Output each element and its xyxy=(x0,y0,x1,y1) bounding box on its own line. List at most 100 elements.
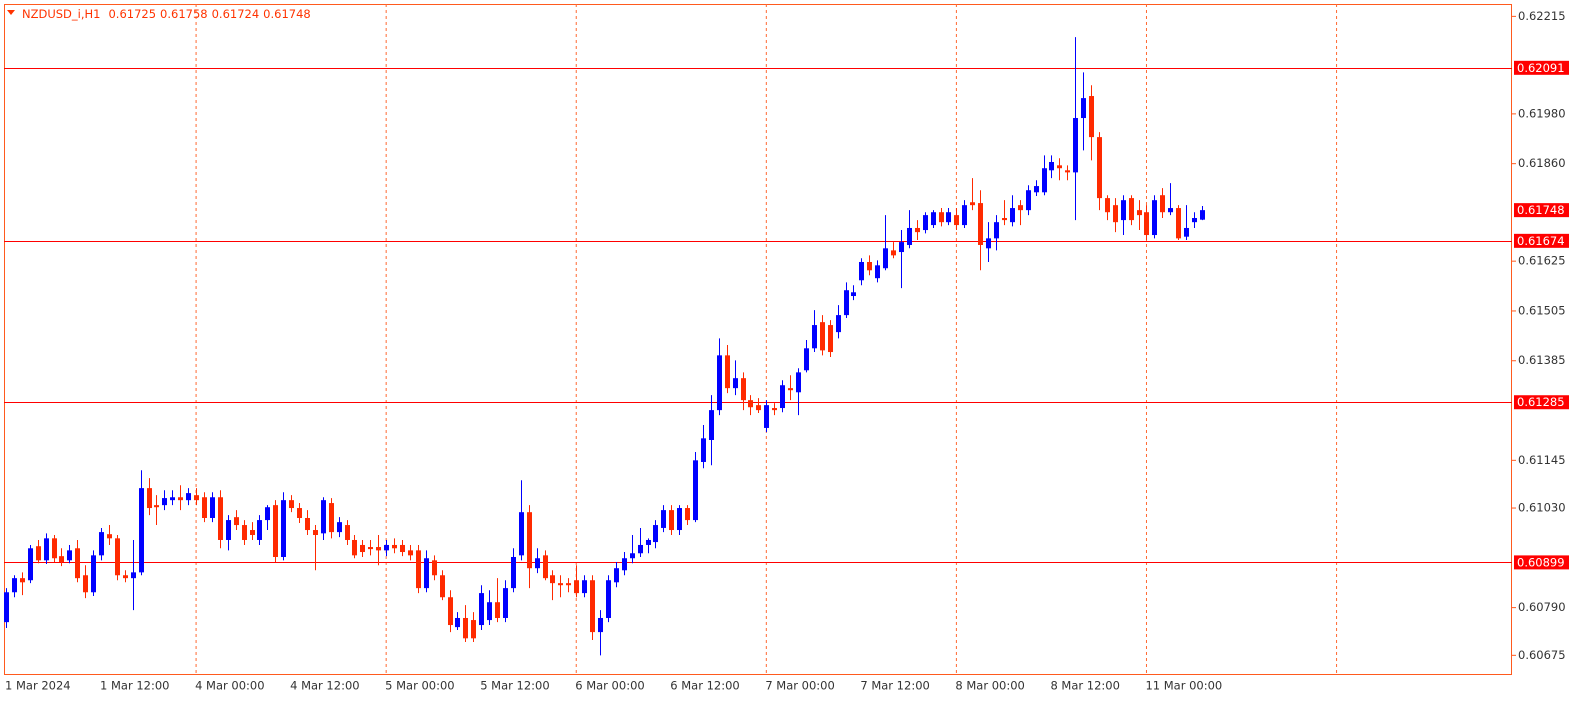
candle-body xyxy=(1089,96,1094,138)
candle-body xyxy=(52,538,57,559)
candle-body xyxy=(733,378,738,389)
candle-body xyxy=(424,558,429,589)
candle-body xyxy=(455,617,460,628)
level-label: 0.61674 xyxy=(1517,234,1565,248)
candle-body xyxy=(384,544,389,551)
candle-body xyxy=(265,507,270,521)
candle-body xyxy=(614,568,619,583)
candle-body xyxy=(242,525,247,540)
x-tick-label: 4 Mar 00:00 xyxy=(195,679,264,693)
chart-title: NZDUSD_i,H1 xyxy=(22,7,100,21)
y-tick-label: 0.60675 xyxy=(1518,648,1566,662)
x-tick-label: 7 Mar 12:00 xyxy=(860,679,929,693)
candle-body xyxy=(986,238,991,249)
header-low: 0.61724 xyxy=(212,7,260,21)
candle-body xyxy=(440,575,445,598)
candle-body xyxy=(1018,205,1023,211)
candle-body xyxy=(408,550,413,556)
candle-body xyxy=(297,508,302,518)
x-tick-label: 1 Mar 2024 xyxy=(5,679,71,693)
candle-body xyxy=(368,547,373,550)
candle-body xyxy=(804,348,809,371)
candle-body xyxy=(907,227,912,245)
candle-body xyxy=(590,580,595,633)
candle-body xyxy=(471,620,476,639)
candle-body xyxy=(851,292,856,297)
candle-body xyxy=(234,517,239,526)
candle-body xyxy=(1081,98,1086,119)
candle-body xyxy=(1168,208,1173,213)
candle-body xyxy=(329,503,334,533)
candle-body xyxy=(273,505,278,557)
candle-body xyxy=(923,215,928,231)
candle-body xyxy=(83,575,88,593)
level-label: 0.61285 xyxy=(1517,395,1565,409)
candle-body xyxy=(1010,208,1015,223)
level-label-box xyxy=(1514,555,1569,570)
candle-body xyxy=(67,550,72,561)
candle-body xyxy=(44,538,49,561)
candle-body xyxy=(289,500,294,509)
candle-body xyxy=(685,508,690,521)
candle-body xyxy=(1160,195,1165,213)
plot-frame xyxy=(4,4,1512,675)
candle-body xyxy=(448,597,453,626)
candle-body xyxy=(20,578,25,583)
candle-body xyxy=(186,493,191,501)
candle-body xyxy=(162,498,167,506)
y-tick-label: 0.61145 xyxy=(1518,453,1566,467)
candle-body xyxy=(970,202,975,206)
candle-body xyxy=(519,512,524,556)
candle-body xyxy=(226,520,231,540)
candle-body xyxy=(1042,168,1047,193)
candle-body xyxy=(828,325,833,353)
level-label-box xyxy=(1514,233,1569,248)
candle-body xyxy=(1129,198,1134,221)
candle-body xyxy=(99,532,104,556)
candle-body xyxy=(582,580,587,594)
candle-body xyxy=(1121,200,1126,221)
header-close: 0.61748 xyxy=(263,7,311,21)
candle-body xyxy=(954,215,959,226)
candle-body xyxy=(748,400,753,408)
candle-body xyxy=(820,322,825,351)
candle-body xyxy=(978,203,983,245)
x-tick-label: 7 Mar 00:00 xyxy=(765,679,834,693)
candle-body xyxy=(154,505,159,508)
candle-body xyxy=(4,592,9,623)
candle-body xyxy=(899,242,904,253)
candle-body xyxy=(12,578,17,593)
candle-body xyxy=(91,555,96,593)
candle-body xyxy=(946,212,951,223)
price-label-box xyxy=(1514,203,1569,218)
candle-body xyxy=(1152,200,1157,236)
candle-body xyxy=(693,460,698,521)
candle-body xyxy=(345,525,350,540)
candle-body xyxy=(495,602,500,618)
candle-body xyxy=(891,250,896,256)
candle-body xyxy=(75,548,80,579)
candle-body xyxy=(883,248,888,269)
x-tick-label: 1 Mar 12:00 xyxy=(100,679,169,693)
candle-body xyxy=(709,410,714,440)
y-tick-label: 0.62215 xyxy=(1518,9,1566,23)
y-tick-label: 0.61860 xyxy=(1518,156,1566,170)
candle-body xyxy=(725,355,730,389)
candle-body xyxy=(1192,218,1197,223)
candle-body xyxy=(202,497,207,518)
candle-body xyxy=(1137,210,1142,216)
candle-body xyxy=(360,544,365,553)
candle-body xyxy=(812,325,817,349)
candle-body xyxy=(598,617,603,633)
candle-body xyxy=(527,512,532,569)
y-tick-label: 0.61030 xyxy=(1518,501,1566,515)
candle-body xyxy=(170,497,175,501)
candle-body xyxy=(1097,137,1102,199)
x-tick-label: 5 Mar 12:00 xyxy=(480,679,549,693)
y-tick-label: 0.61980 xyxy=(1518,106,1566,120)
candle-body xyxy=(1113,205,1118,223)
candle-body xyxy=(788,388,793,391)
candle-body xyxy=(543,555,548,579)
